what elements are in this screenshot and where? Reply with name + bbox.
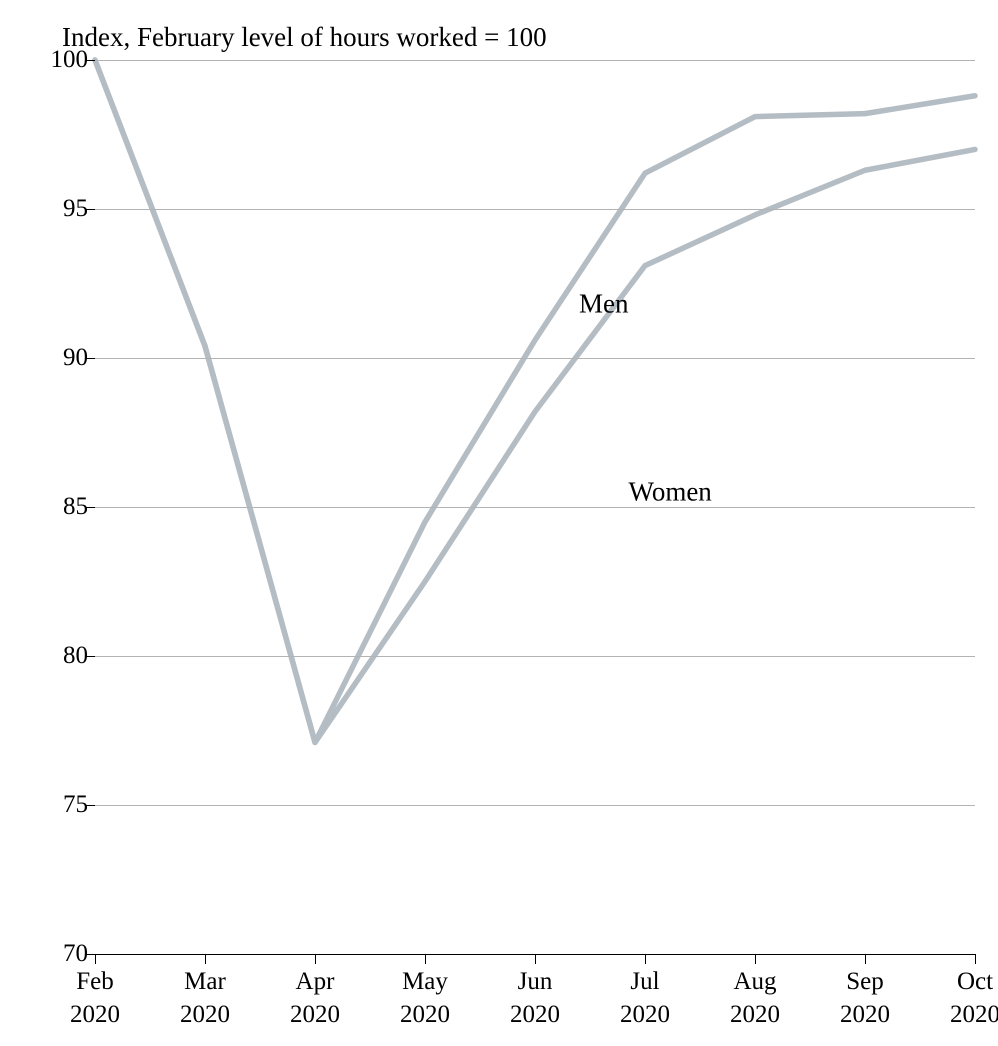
x-tick-mark bbox=[865, 954, 866, 964]
y-tick-label: 70 bbox=[18, 940, 88, 968]
gridline bbox=[95, 358, 975, 359]
series-line-men bbox=[95, 60, 975, 742]
x-tick-mark bbox=[755, 954, 756, 964]
series-label-women: Women bbox=[629, 477, 712, 508]
chart-title: Index, February level of hours worked = … bbox=[62, 22, 547, 53]
x-tick-mark bbox=[975, 954, 976, 964]
y-tick-mark bbox=[85, 60, 95, 61]
x-tick-label: Oct2020 bbox=[950, 966, 998, 1031]
x-tick-label: Jul2020 bbox=[620, 966, 670, 1031]
y-tick-label: 95 bbox=[18, 195, 88, 223]
x-tick-label: Feb2020 bbox=[70, 966, 120, 1031]
x-tick-label: Jun2020 bbox=[510, 966, 560, 1031]
gridline bbox=[95, 209, 975, 210]
y-tick-mark bbox=[85, 656, 95, 657]
gridline bbox=[95, 805, 975, 806]
x-tick-label: Aug2020 bbox=[730, 966, 780, 1031]
y-tick-label: 80 bbox=[18, 642, 88, 670]
x-tick-mark bbox=[535, 954, 536, 964]
hours-worked-chart: Index, February level of hours worked = … bbox=[0, 0, 998, 1046]
y-tick-mark bbox=[85, 954, 95, 955]
y-tick-label: 100 bbox=[18, 46, 88, 74]
gridline bbox=[95, 60, 975, 61]
x-tick-label: Apr2020 bbox=[290, 966, 340, 1031]
x-tick-mark bbox=[645, 954, 646, 964]
y-tick-mark bbox=[85, 507, 95, 508]
y-tick-mark bbox=[85, 805, 95, 806]
gridline bbox=[95, 656, 975, 657]
y-tick-mark bbox=[85, 209, 95, 210]
x-tick-mark bbox=[205, 954, 206, 964]
y-tick-label: 75 bbox=[18, 791, 88, 819]
x-tick-label: May2020 bbox=[400, 966, 450, 1031]
gridline bbox=[95, 507, 975, 508]
y-tick-label: 85 bbox=[18, 493, 88, 521]
y-tick-label: 90 bbox=[18, 344, 88, 372]
x-tick-label: Mar2020 bbox=[180, 966, 230, 1031]
y-tick-mark bbox=[85, 358, 95, 359]
x-tick-label: Sep2020 bbox=[840, 966, 890, 1031]
x-tick-mark bbox=[315, 954, 316, 964]
series-line-women bbox=[95, 60, 975, 742]
x-tick-mark bbox=[95, 954, 96, 964]
x-tick-mark bbox=[425, 954, 426, 964]
plot-area bbox=[95, 60, 975, 954]
series-label-men: Men bbox=[579, 289, 629, 320]
